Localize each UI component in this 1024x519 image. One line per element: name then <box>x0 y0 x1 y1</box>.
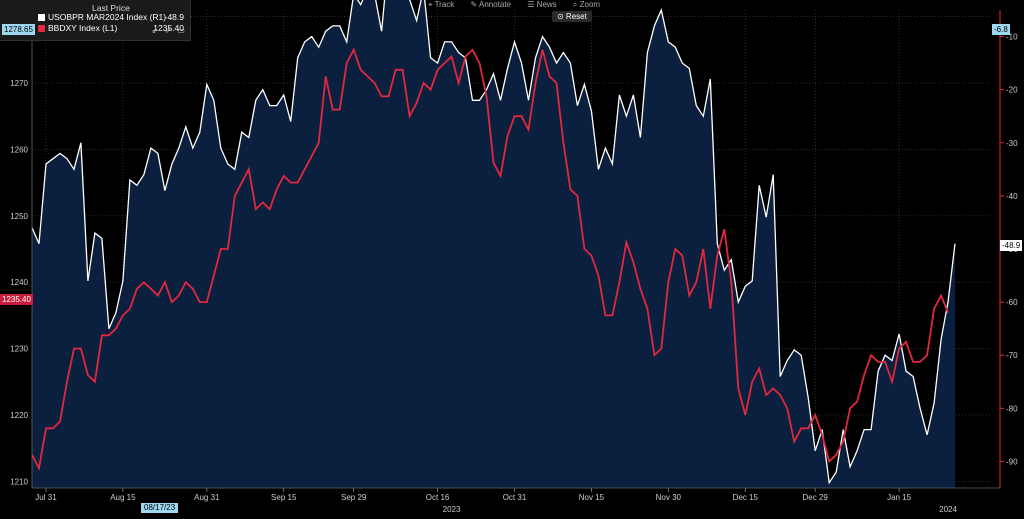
chart-toolbar: ⌖ Track ✎ Annotate ☰ News ⌕ Zoom <box>428 0 614 10</box>
left-axis-tick-label: 1230 <box>10 345 28 354</box>
legend-title: Last Price <box>92 3 130 13</box>
track-button[interactable]: ⌖ Track <box>428 0 455 9</box>
legend-item-bbdxy[interactable]: BBDXY Index (L1) 1235.40 <box>38 23 188 34</box>
legend-swatch-red <box>38 25 45 32</box>
x-axis-tick-label: Jan 15 <box>887 493 912 502</box>
legend-series-name: USOBPR MAR2024 Index (R1) <box>48 12 167 22</box>
left-axis-tick-label: 1270 <box>10 79 28 88</box>
left-axis-tick-label: 1250 <box>10 212 28 221</box>
x-axis-tick-label: Sep 29 <box>341 493 367 502</box>
left-axis-tick-label: 1210 <box>10 477 28 486</box>
zoom-button[interactable]: ⌕ Zoom <box>572 0 601 9</box>
x-axis-tick-label: Nov 30 <box>656 493 682 502</box>
right-axis-tick-label: -30 <box>1006 139 1018 148</box>
left-axis-tick-label: 1240 <box>10 278 28 287</box>
right-axis-tick-label: -70 <box>1006 351 1018 360</box>
right-axis-tick-label: -40 <box>1006 192 1018 201</box>
legend-series-value: 1235.40 <box>153 23 184 33</box>
legend-item-usobpr[interactable]: USOBPR MAR2024 Index (R1) -48.9 <box>38 12 188 23</box>
legend-series-name: BBDXY Index (L1) <box>48 23 118 33</box>
x-axis-year-label: 2024 <box>939 505 957 514</box>
left-axis-tick-label: 1220 <box>10 411 28 420</box>
x-axis-year-label: 2023 <box>443 505 461 514</box>
x-axis-tick-label: Dec 29 <box>803 493 829 502</box>
usobpr-series-line <box>31 0 956 485</box>
date-cursor-tag: 08/17/23 <box>141 503 179 513</box>
right-axis-tick-label: -60 <box>1006 298 1018 307</box>
x-axis-tick-label: Nov 15 <box>579 493 605 502</box>
reset-button[interactable]: ⊙ Reset <box>552 11 592 22</box>
x-axis-tick-label: Jul 31 <box>35 493 57 502</box>
legend-series-value: -48.9 <box>164 12 184 22</box>
usobpr-last-value-tag: -48.9 <box>1000 240 1023 251</box>
news-button[interactable]: ☰ News <box>527 0 557 9</box>
usobpr-area-fill <box>32 0 955 488</box>
right-axis-tick-label: -10 <box>1006 33 1018 42</box>
x-axis-tick-label: Dec 15 <box>733 493 759 502</box>
right-axis-tick-label: -90 <box>1006 457 1018 466</box>
bbdxy-last-value-tag: 1235.40 <box>0 294 33 305</box>
right-axis-tick-label: -80 <box>1006 404 1018 413</box>
left-axis-tick-label: 1260 <box>10 145 28 154</box>
legend-panel[interactable]: Last Price USOBPR MAR2024 Index (R1) -48… <box>0 0 191 41</box>
x-axis-tick-label: Oct 31 <box>503 493 527 502</box>
right-axis-value-tag: -6.8 <box>992 24 1010 35</box>
bbdxy-series-line <box>31 47 949 471</box>
x-axis-tick-label: Sep 15 <box>271 493 297 502</box>
right-axis-tick-label: -20 <box>1006 86 1018 95</box>
annotate-button[interactable]: ✎ Annotate <box>470 0 512 9</box>
left-axis-value-tag: 1278.65 <box>2 24 35 35</box>
x-axis-tick-label: Aug 15 <box>110 493 136 502</box>
x-axis-tick-label: Oct 16 <box>426 493 450 502</box>
legend-swatch-white <box>38 14 45 21</box>
x-axis-tick-label: Aug 31 <box>194 493 220 502</box>
legend-tools-icon[interactable]: ⇙ ⇗ ▭ <box>151 26 187 35</box>
